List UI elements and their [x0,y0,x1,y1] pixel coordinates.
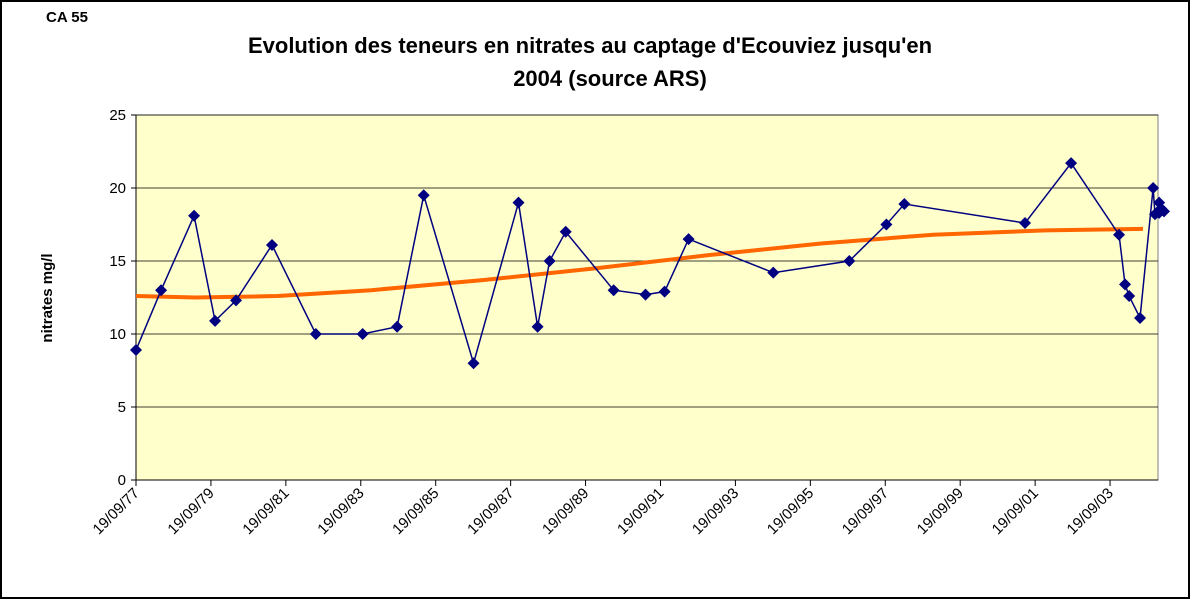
marker [188,209,201,222]
marker [543,255,556,267]
y-tick-label: 5 [118,399,126,416]
marker [1019,217,1032,230]
marker [639,288,652,301]
y-tick-label: 10 [109,326,126,343]
marker [209,314,222,327]
marker [1147,182,1160,194]
marker [1123,290,1136,303]
chart-title: Evolution des teneurs en nitrates au cap… [248,33,932,58]
y-axis-label: nitrates mg/l [39,253,56,342]
marker [1134,311,1147,324]
marker [658,285,671,298]
marker [155,284,168,297]
chart-title: 2004 (source ARS) [513,66,707,91]
marker [1065,157,1078,170]
marker [130,344,142,357]
marker [265,238,278,251]
marker [531,320,544,333]
marker [880,218,893,231]
y-tick-label: 15 [109,253,126,270]
marker [230,294,243,307]
marker [682,233,695,246]
marker [417,189,430,202]
marker [607,284,620,297]
marker [512,196,525,209]
marker [467,357,480,370]
tag: CA 55 [46,9,88,26]
marker [1153,206,1166,219]
marker [309,328,322,340]
y-tick-label: 25 [109,107,126,124]
y-tick-label: 0 [118,472,126,489]
y-tick-label: 20 [109,180,126,197]
marker [391,320,404,333]
marker [1119,278,1132,291]
marker [898,198,911,211]
marker [1113,228,1126,241]
marker [559,225,572,238]
marker [356,328,369,340]
marker [767,266,780,279]
marker [843,255,856,267]
